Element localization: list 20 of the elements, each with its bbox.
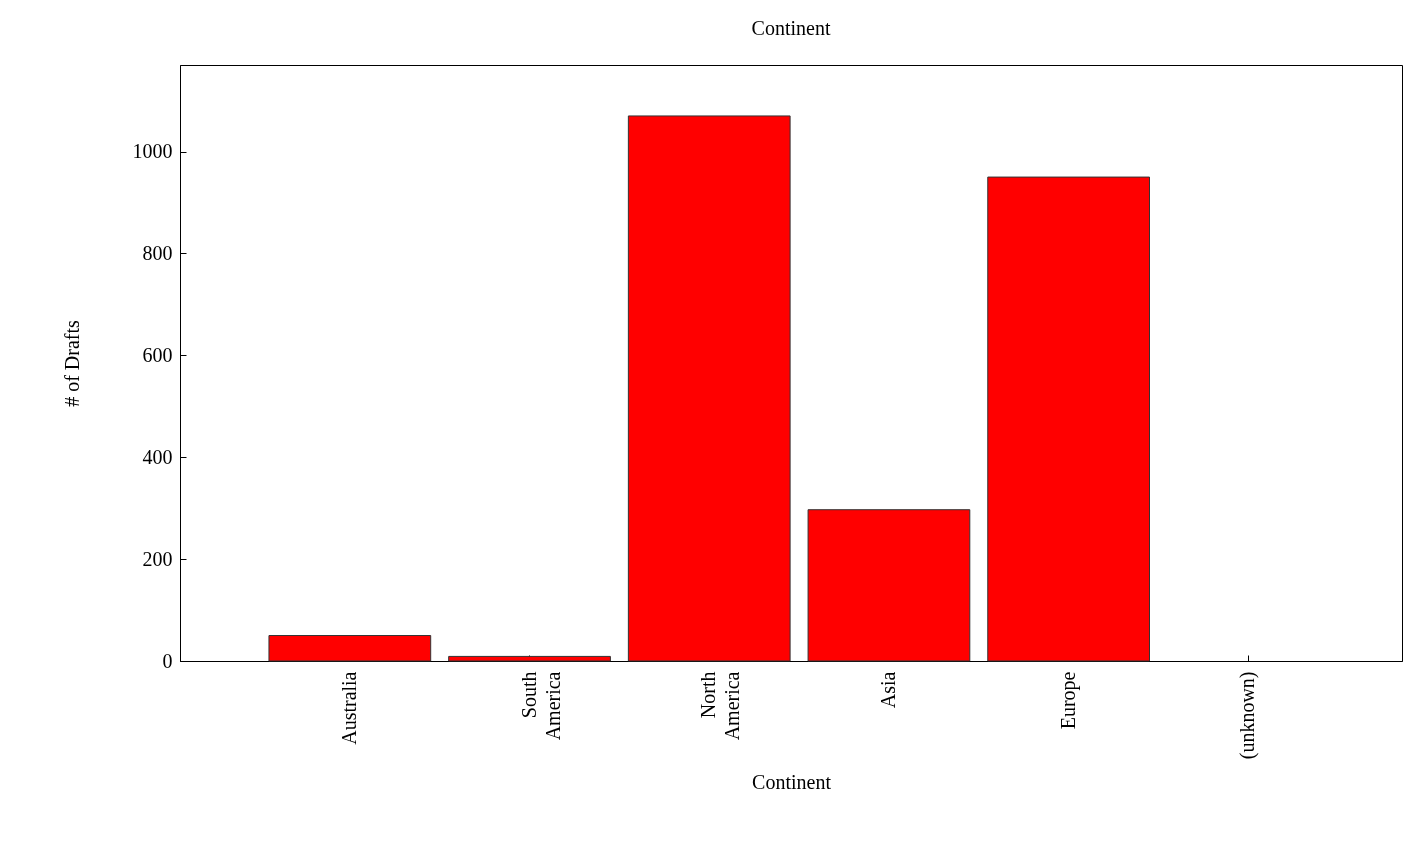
y-tick-label: 200 [142, 547, 173, 570]
bar [448, 655, 611, 662]
x-axis-title: Continent [752, 771, 832, 794]
bar [268, 635, 432, 662]
bar [987, 176, 1151, 662]
bar [627, 115, 791, 662]
y-tick-label: 600 [142, 343, 173, 366]
chart-title: Continent [751, 17, 831, 39]
x-tick-label: South America [517, 671, 564, 741]
x-tick-label: Australia [337, 671, 360, 745]
x-tick-label: Europe [1056, 671, 1080, 730]
bar [807, 509, 971, 662]
y-tick-label: 400 [142, 445, 173, 468]
x-tick-label: North America [697, 671, 744, 741]
x-tick-label: (unknown) [1236, 671, 1260, 760]
x-tick-label: Asia [876, 671, 899, 709]
y-tick-label: 1000 [132, 140, 173, 163]
y-axis-title: # of Drafts [60, 319, 83, 407]
y-tick-label: 800 [142, 241, 173, 264]
y-tick-label: 0 [162, 649, 173, 672]
